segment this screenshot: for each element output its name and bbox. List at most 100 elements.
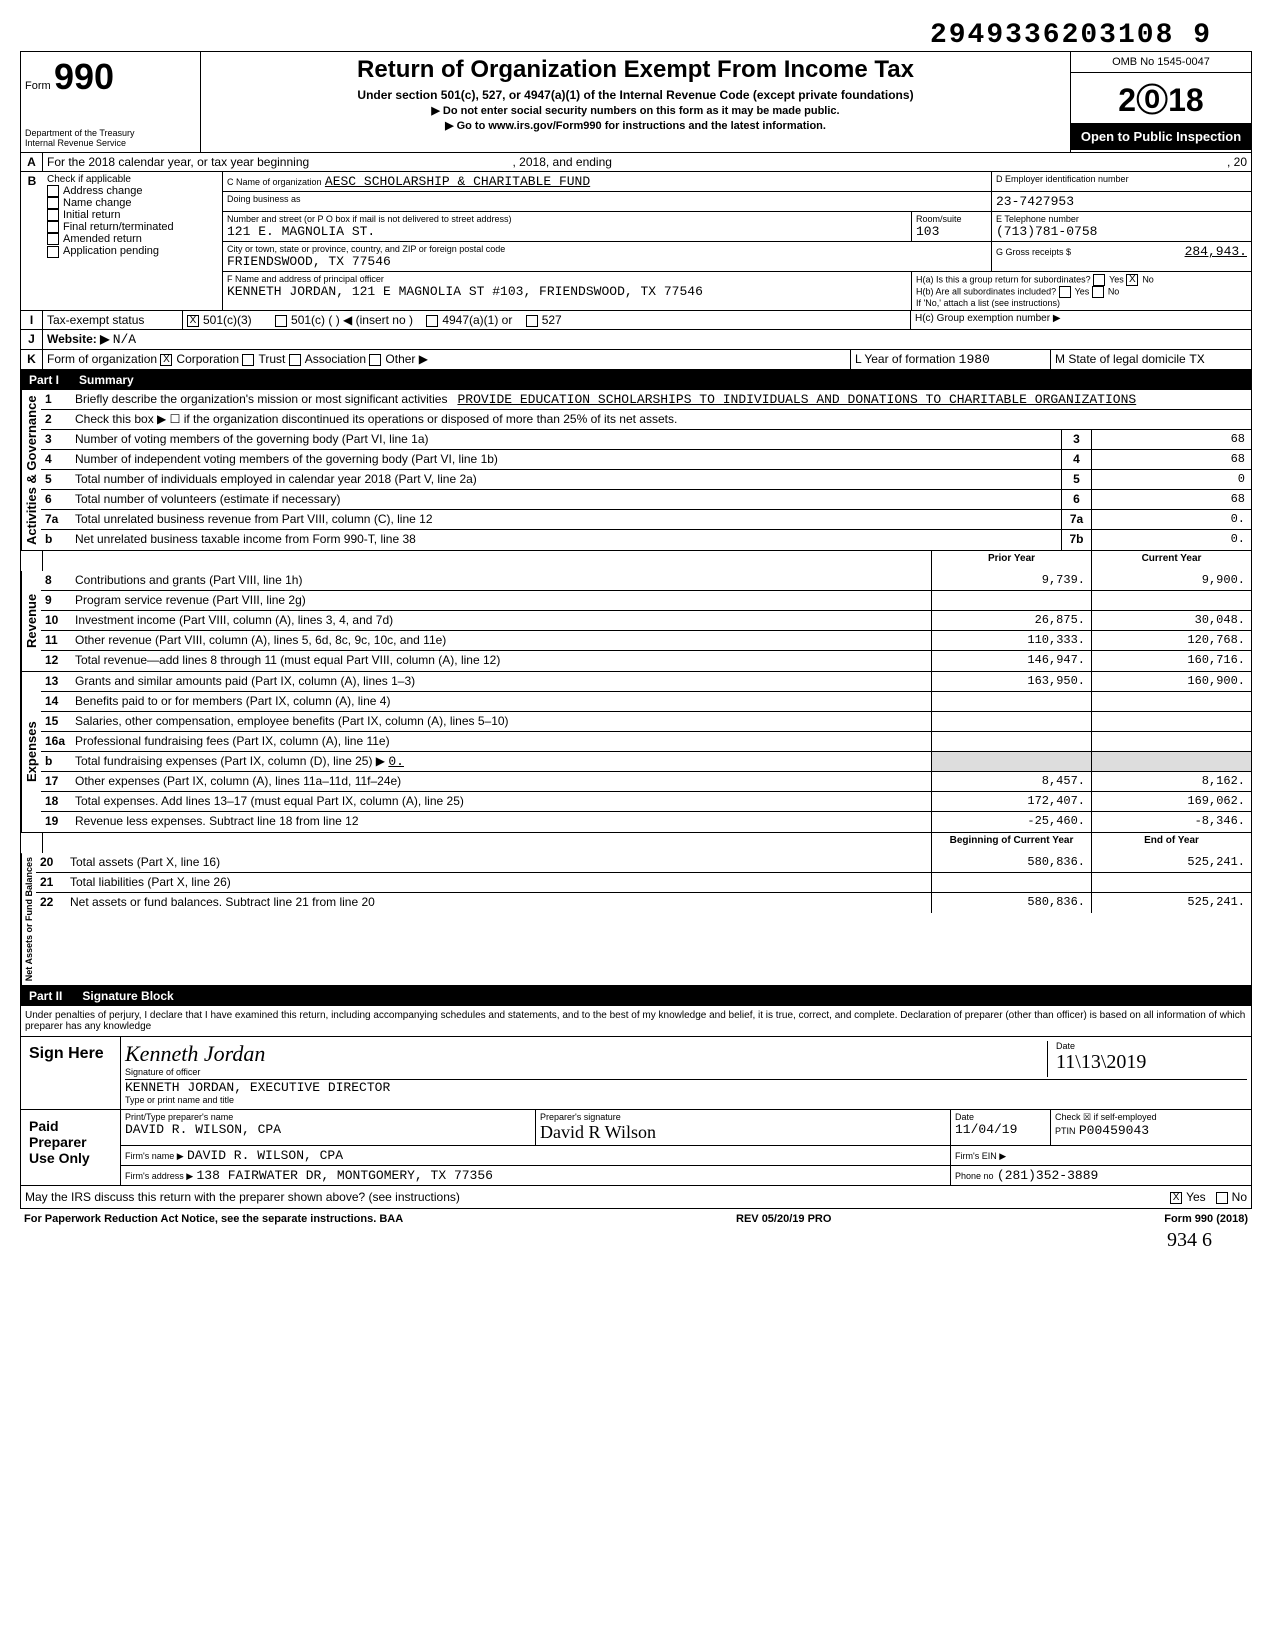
527[interactable]: 527 (542, 313, 562, 327)
tax-year: 2⓪201818 (1071, 73, 1251, 123)
activities-section: Activities & Governance 1Briefly describ… (20, 390, 1252, 551)
p20: 580,836. (931, 853, 1091, 872)
room-label: Room/suite (916, 214, 987, 224)
form-number: 990 (54, 56, 114, 97)
k-assoc[interactable]: Association (305, 352, 366, 366)
prep-name-label: Print/Type preparer's name (125, 1112, 531, 1122)
ein: 23-7427953 (991, 192, 1251, 211)
i-label: Tax-exempt status (43, 311, 183, 329)
form-title: Return of Organization Exempt From Incom… (209, 56, 1062, 84)
line13: Grants and similar amounts paid (Part IX… (71, 672, 931, 691)
form-header: Form 990 Department of the Treasury Inte… (20, 51, 1252, 153)
b-label: Check if applicable (47, 174, 218, 185)
city: FRIENDSWOOD, TX 77546 (227, 254, 391, 269)
firm-ein-label: Firm's EIN ▶ (955, 1151, 1006, 1161)
c18: 169,062. (1091, 792, 1251, 811)
c-label: C Name of organization (227, 177, 322, 187)
f-label: F Name and address of principal officer (227, 274, 907, 284)
mission: PROVIDE EDUCATION SCHOLARSHIPS TO INDIVI… (457, 392, 1136, 407)
501c3[interactable]: 501(c)(3) (203, 313, 252, 327)
c10: 30,048. (1091, 611, 1251, 630)
website: N/A (113, 332, 136, 347)
k-trust[interactable]: Trust (258, 352, 285, 366)
p8: 9,739. (931, 571, 1091, 590)
line4-text: Number of independent voting members of … (71, 450, 1061, 469)
a-end: , 20 (1227, 155, 1247, 169)
line6-val: 68 (1091, 490, 1251, 509)
g-label: G Gross receipts $ (996, 247, 1071, 257)
check-initial[interactable]: Initial return (47, 209, 218, 221)
p21 (931, 873, 1091, 892)
form-subtitle: Under section 501(c), 527, or 4947(a)(1)… (209, 88, 1062, 102)
check-final[interactable]: Final return/terminated (47, 221, 218, 233)
c9 (1091, 591, 1251, 610)
k-corp[interactable]: Corporation (176, 352, 239, 366)
street: 121 E. MAGNOLIA ST. (227, 224, 375, 239)
line3-val: 68 (1091, 430, 1251, 449)
phone-label: Phone no (955, 1171, 994, 1181)
year-formation: 1980 (959, 352, 990, 367)
type-label: Type or print name and title (125, 1095, 1247, 1105)
line3-text: Number of voting members of the governin… (71, 430, 1061, 449)
state: TX (1189, 352, 1205, 367)
line16b: Total fundraising expenses (Part IX, col… (75, 754, 385, 768)
e-label: E Telephone number (996, 214, 1247, 224)
line4-val: 68 (1091, 450, 1251, 469)
vlabel-rev: Revenue (21, 571, 41, 671)
footer: For Paperwork Reduction Act Notice, see … (20, 1209, 1252, 1229)
line16a: Professional fundraising fees (Part IX, … (71, 732, 931, 751)
line2-text: Check this box ▶ ☐ if the organization d… (71, 410, 1251, 429)
date-label: Date (1056, 1041, 1247, 1051)
firm-addr: 138 FAIRWATER DR, MONTGOMERY, TX 77356 (197, 1168, 493, 1183)
c14 (1091, 692, 1251, 711)
hand-note: 934 6 (20, 1229, 1252, 1252)
org-name: AESC SCHOLARSHIP & CHARITABLE FUND (325, 174, 590, 189)
irs-label: Internal Revenue Service (25, 138, 196, 148)
officer-signature: Kenneth Jordan (125, 1041, 1047, 1067)
check-pending[interactable]: Application pending (47, 245, 218, 257)
line21: Total liabilities (Part X, line 26) (66, 873, 931, 892)
prep-date-label: Date (955, 1112, 1046, 1122)
p9 (931, 591, 1091, 610)
p17: 8,457. (931, 772, 1091, 791)
check-name[interactable]: Name change (47, 197, 218, 209)
line11: Other revenue (Part VIII, column (A), li… (71, 631, 931, 650)
c20: 525,241. (1091, 853, 1251, 872)
line1-text: Briefly describe the organization's miss… (75, 392, 447, 406)
line7a-text: Total unrelated business revenue from Pa… (71, 510, 1061, 529)
footer-right: Form 990 (2018) (1164, 1213, 1248, 1225)
501c[interactable]: 501(c) ( (291, 313, 332, 327)
paid-prep-label: Paid Preparer Use Only (21, 1110, 121, 1185)
sign-here-label: Sign Here (21, 1037, 121, 1109)
discuss-yes[interactable]: XYes (1170, 1190, 1206, 1204)
p19: -25,460. (931, 812, 1091, 832)
vlabel-net: Net Assets or Fund Balances (21, 853, 36, 985)
c22: 525,241. (1091, 893, 1251, 913)
c19: -8,346. (1091, 812, 1251, 832)
p12: 146,947. (931, 651, 1091, 671)
omb-number: OMB No 1545-0047 (1071, 52, 1251, 73)
check-self[interactable]: Check ☒ if self-employed (1055, 1112, 1247, 1123)
firm-addr-label: Firm's address ▶ (125, 1171, 193, 1181)
p18: 172,407. (931, 792, 1091, 811)
check-amended[interactable]: Amended return (47, 233, 218, 245)
hb-note: If 'No,' attach a list (see instructions… (916, 298, 1247, 308)
4947[interactable]: 4947(a)(1) or (442, 313, 512, 327)
line7b-text: Net unrelated business taxable income fr… (71, 530, 1061, 550)
net-headers: Beginning of Current Year End of Year (20, 833, 1252, 853)
j-label: Website: ▶ (47, 332, 109, 346)
line18: Total expenses. Add lines 13–17 (must eq… (71, 792, 931, 811)
firm-name: DAVID R. WILSON, CPA (187, 1148, 343, 1163)
discuss-text: May the IRS discuss this return with the… (25, 1190, 1170, 1204)
discuss-no[interactable]: No (1216, 1190, 1247, 1204)
k-other[interactable]: Other ▶ (385, 352, 428, 366)
row-a: A For the 2018 calendar year, or tax yea… (20, 153, 1252, 172)
footer-left: For Paperwork Reduction Act Notice, see … (24, 1213, 403, 1225)
c13: 160,900. (1091, 672, 1251, 691)
line5-text: Total number of individuals employed in … (71, 470, 1061, 489)
k-label: Form of organization (47, 352, 157, 366)
check-address[interactable]: Address change (47, 185, 218, 197)
line14: Benefits paid to or for members (Part IX… (71, 692, 931, 711)
m-label: M State of legal domicile (1055, 352, 1186, 366)
prior-year-header: Prior Year (931, 551, 1091, 571)
